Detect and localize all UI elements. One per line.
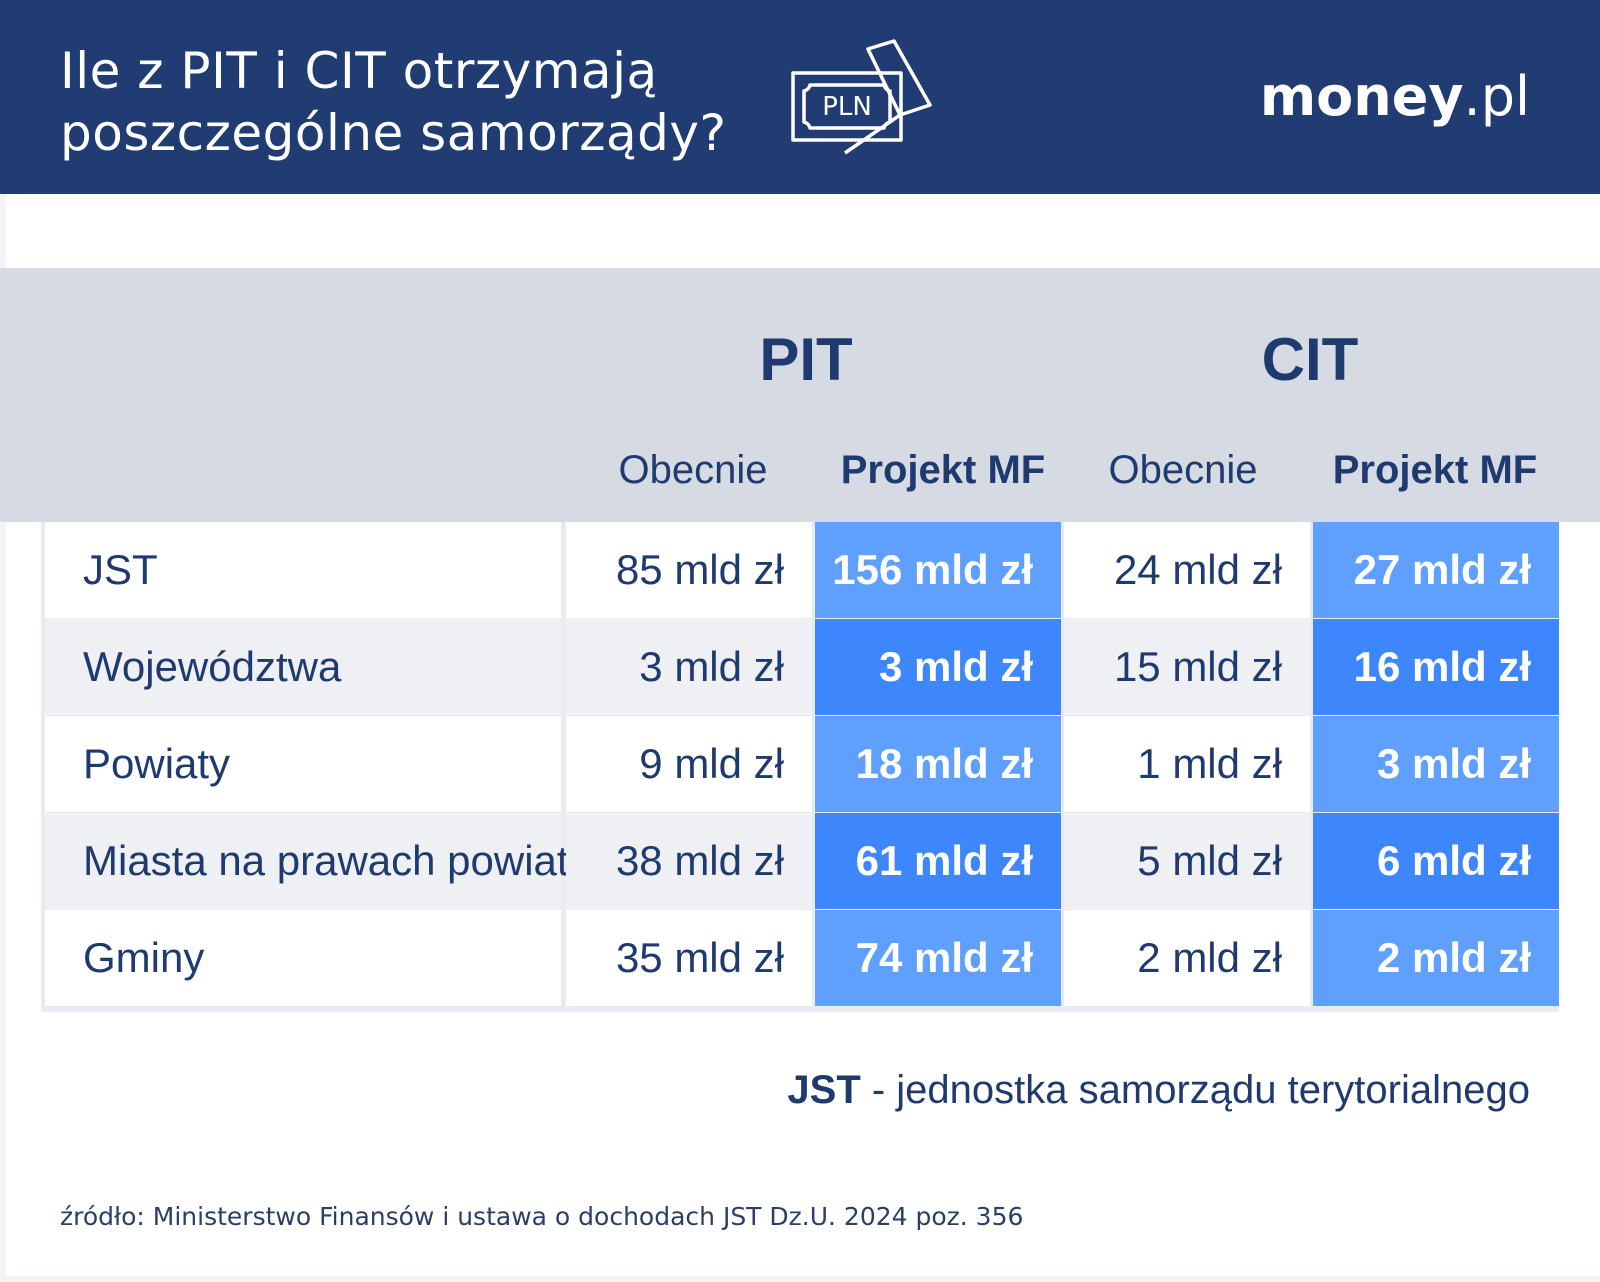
- subheader-pit-projekt-mf: Projekt MF: [840, 448, 1046, 492]
- footnote-definition: - jednostka samorządu terytorialnego: [860, 1068, 1530, 1112]
- cell-pit-obecnie: 3 mld zł: [566, 619, 812, 715]
- header-banner: Ile z PIT i CIT otrzymają poszczególne s…: [0, 0, 1600, 194]
- cell-pit-projekt-mf: 61 mld zł: [815, 813, 1061, 909]
- logo-bold: money: [1259, 65, 1464, 128]
- table-row-wojewodztwa: Województwa 3 mld zł 3 mld zł 15 mld zł …: [41, 619, 1559, 715]
- cell-cit-obecnie: 1 mld zł: [1064, 716, 1310, 812]
- row-label: Województwa: [45, 619, 561, 715]
- title-line-1: Ile z PIT i CIT otrzymają: [60, 42, 658, 100]
- table-row-powiaty: Powiaty 9 mld zł 18 mld zł 1 mld zł 3 ml…: [41, 716, 1559, 812]
- table-header-band: [0, 268, 1600, 522]
- title-line-2: poszczególne samorządy?: [60, 104, 727, 162]
- cell-pit-projekt-mf: 156 mld zł: [815, 522, 1061, 618]
- jst-footnote: JST - jednostka samorządu terytorialnego: [787, 1062, 1530, 1118]
- cell-pit-projekt-mf: 74 mld zł: [815, 910, 1061, 1006]
- cell-cit-obecnie: 5 mld zł: [1064, 813, 1310, 909]
- cell-pit-projekt-mf: 3 mld zł: [815, 619, 1061, 715]
- group-header-cit: CIT: [1261, 326, 1359, 393]
- row-label: Miasta na prawach powiatu: [45, 813, 592, 909]
- cell-pit-obecnie: 35 mld zł: [566, 910, 812, 1006]
- cell-cit-obecnie: 24 mld zł: [1064, 522, 1310, 618]
- subheader-cit-obecnie: Obecnie: [1108, 448, 1258, 492]
- footnote-term: JST: [787, 1068, 861, 1112]
- cell-pit-obecnie: 9 mld zł: [566, 716, 812, 812]
- row-label: Powiaty: [45, 716, 561, 812]
- source-note: źródło: Ministerstwo Finansów i ustawa o…: [60, 1202, 1024, 1231]
- row-label: Gminy: [45, 910, 561, 1006]
- cell-cit-obecnie: 15 mld zł: [1064, 619, 1310, 715]
- subheader-pit-obecnie: Obecnie: [618, 448, 768, 492]
- group-header-pit: PIT: [759, 326, 853, 393]
- pln-banknote-icon: PLN: [791, 39, 932, 155]
- cell-cit-obecnie: 2 mld zł: [1064, 910, 1310, 1006]
- pln-icon-text: PLN: [822, 92, 872, 122]
- row-label: JST: [45, 522, 561, 618]
- cell-cit-projekt-mf: 3 mld zł: [1313, 716, 1559, 812]
- cell-cit-projekt-mf: 6 mld zł: [1313, 813, 1559, 909]
- cell-cit-projekt-mf: 2 mld zł: [1313, 910, 1559, 1006]
- page-title: Ile z PIT i CIT otrzymają poszczególne s…: [60, 40, 726, 164]
- cell-pit-obecnie: 38 mld zł: [566, 813, 812, 909]
- cell-cit-projekt-mf: 16 mld zł: [1313, 619, 1559, 715]
- subheader-cit-projekt-mf: Projekt MF: [1332, 448, 1538, 492]
- logo-suffix: .pl: [1463, 65, 1530, 128]
- cell-pit-obecnie: 85 mld zł: [566, 522, 812, 618]
- money-pl-logo: money.pl: [1260, 62, 1530, 132]
- cell-pit-projekt-mf: 18 mld zł: [815, 716, 1061, 812]
- table-row-jst: JST 85 mld zł 156 mld zł 24 mld zł 27 ml…: [41, 522, 1559, 618]
- table-row-gminy: Gminy 35 mld zł 74 mld zł 2 mld zł 2 mld…: [41, 910, 1559, 1006]
- cell-cit-projekt-mf: 27 mld zł: [1313, 522, 1559, 618]
- table-row-miasta-na-prawach-powiatu: Miasta na prawach powiatu 38 mld zł 61 m…: [41, 813, 1559, 909]
